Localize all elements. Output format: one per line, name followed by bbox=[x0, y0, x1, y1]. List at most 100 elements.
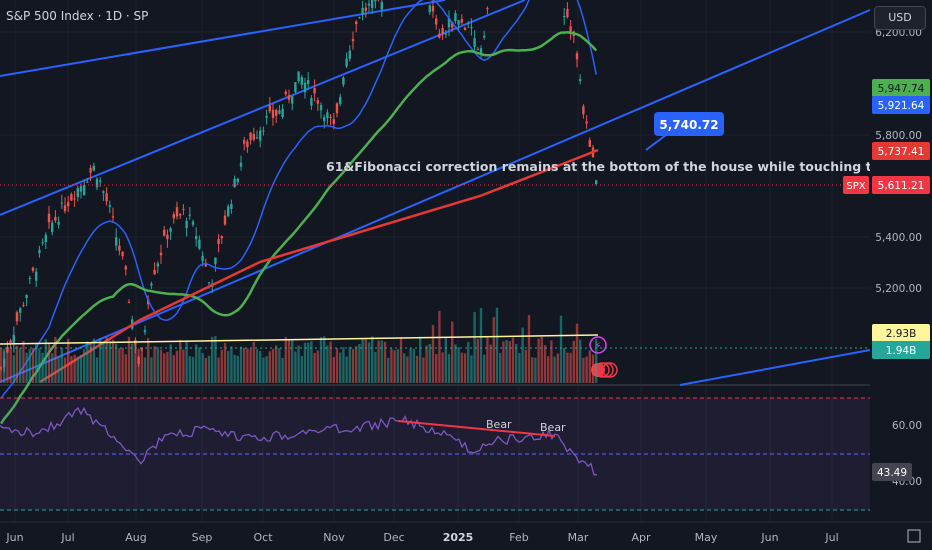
candle-body bbox=[57, 221, 60, 225]
candle-body bbox=[454, 13, 457, 22]
time-tick-label: Apr bbox=[631, 531, 651, 544]
ma-blue-line[interactable] bbox=[0, 0, 597, 400]
volume-bar bbox=[486, 337, 489, 383]
volume-bar bbox=[380, 340, 383, 383]
volume-bar bbox=[60, 347, 63, 383]
candle-body bbox=[262, 130, 265, 132]
time-tick-label: Dec bbox=[383, 531, 404, 544]
candle-body bbox=[185, 220, 188, 229]
volume-bar bbox=[463, 353, 467, 383]
volume-bar bbox=[259, 350, 262, 383]
volume-bar bbox=[335, 348, 339, 383]
trend-line[interactable] bbox=[679, 349, 871, 386]
volume-bar bbox=[351, 349, 355, 383]
volume-bar bbox=[483, 354, 486, 383]
time-tick-label: Jun bbox=[5, 531, 23, 544]
volume-bar bbox=[569, 352, 572, 383]
volume-label-ma-bg bbox=[872, 324, 930, 342]
volume-bar bbox=[284, 337, 287, 383]
volume-bar bbox=[300, 355, 303, 383]
volume-bar bbox=[467, 342, 470, 383]
volume-bar bbox=[230, 346, 233, 383]
callout-box[interactable] bbox=[654, 112, 724, 136]
volume-bar bbox=[585, 356, 588, 383]
candle-body bbox=[294, 82, 297, 93]
volume-bar bbox=[358, 343, 361, 383]
volume-bar bbox=[332, 357, 335, 383]
volume-bar bbox=[252, 341, 255, 383]
volume-bar bbox=[38, 348, 41, 383]
flash-icon[interactable] bbox=[589, 336, 607, 354]
symbol-tag: SPX bbox=[846, 181, 865, 192]
ma-red-line[interactable] bbox=[39, 148, 599, 384]
volume-bar bbox=[579, 339, 582, 383]
ma-green-line[interactable] bbox=[0, 31, 598, 425]
candle-body bbox=[291, 96, 294, 104]
volume-bar bbox=[399, 337, 403, 383]
candle-body bbox=[86, 181, 89, 183]
candle-body bbox=[124, 266, 127, 270]
candle-body bbox=[44, 234, 47, 243]
volume-bar bbox=[454, 344, 457, 383]
volume-bar bbox=[310, 341, 313, 383]
candle-body bbox=[163, 229, 166, 236]
volume-bar bbox=[105, 336, 108, 383]
candle-body bbox=[441, 28, 444, 35]
candle-body bbox=[342, 77, 345, 85]
candle-body bbox=[182, 208, 185, 210]
volume-bar bbox=[422, 357, 425, 383]
volume-bar bbox=[172, 355, 175, 383]
candle-body bbox=[166, 234, 169, 240]
price-label-last: 5,611.21 bbox=[878, 180, 925, 192]
bear-divergence-line[interactable] bbox=[397, 420, 556, 437]
candle-body bbox=[38, 249, 41, 254]
trend-line[interactable] bbox=[0, 9, 871, 383]
volume-bar bbox=[575, 323, 579, 383]
candle-body bbox=[479, 48, 483, 55]
volume-bar bbox=[3, 348, 6, 383]
candle-body bbox=[220, 235, 223, 239]
candle-body bbox=[351, 39, 355, 42]
candle-body bbox=[463, 27, 467, 31]
candle-body bbox=[76, 188, 79, 198]
volume-bar bbox=[127, 336, 131, 383]
volume-bar bbox=[207, 355, 211, 383]
candle-body bbox=[249, 132, 252, 141]
candle-body bbox=[595, 180, 598, 185]
flag-icon[interactable] bbox=[591, 363, 605, 377]
volume-bar bbox=[131, 343, 134, 383]
volume-bar bbox=[441, 352, 444, 383]
volume-bar bbox=[588, 350, 591, 383]
settings-icon[interactable] bbox=[907, 529, 921, 543]
candle-body bbox=[457, 20, 460, 25]
candle-body bbox=[22, 304, 25, 306]
volume-bar bbox=[502, 341, 505, 383]
trend-line[interactable] bbox=[0, 0, 446, 77]
candle-body bbox=[79, 186, 83, 192]
candle-body bbox=[435, 18, 438, 25]
volume-bar bbox=[0, 348, 3, 383]
rsi-line[interactable] bbox=[0, 406, 597, 476]
currency-selector[interactable]: USD bbox=[874, 6, 926, 30]
candle-body bbox=[31, 267, 35, 271]
price-label-blue-ma: 5,921.64 bbox=[878, 100, 925, 112]
candle-body bbox=[345, 58, 348, 67]
candle-body bbox=[473, 38, 476, 47]
volume-bar bbox=[457, 347, 460, 383]
volume-bar bbox=[342, 347, 345, 383]
time-tick-label: Feb bbox=[509, 531, 528, 544]
volume-bar bbox=[31, 348, 35, 383]
price-tick-label: 5,400.00 bbox=[875, 232, 922, 244]
candle-body bbox=[447, 18, 451, 28]
candle-body bbox=[367, 3, 371, 6]
volume-bar bbox=[518, 353, 521, 383]
volume-bar bbox=[550, 340, 553, 383]
volume-bar bbox=[278, 348, 281, 383]
volume-bar bbox=[51, 353, 54, 383]
volume-bar bbox=[316, 350, 319, 383]
time-tick-label: Nov bbox=[323, 531, 345, 544]
volume-bar bbox=[67, 338, 70, 383]
candle-body bbox=[108, 205, 111, 207]
volume-bar bbox=[198, 347, 201, 383]
